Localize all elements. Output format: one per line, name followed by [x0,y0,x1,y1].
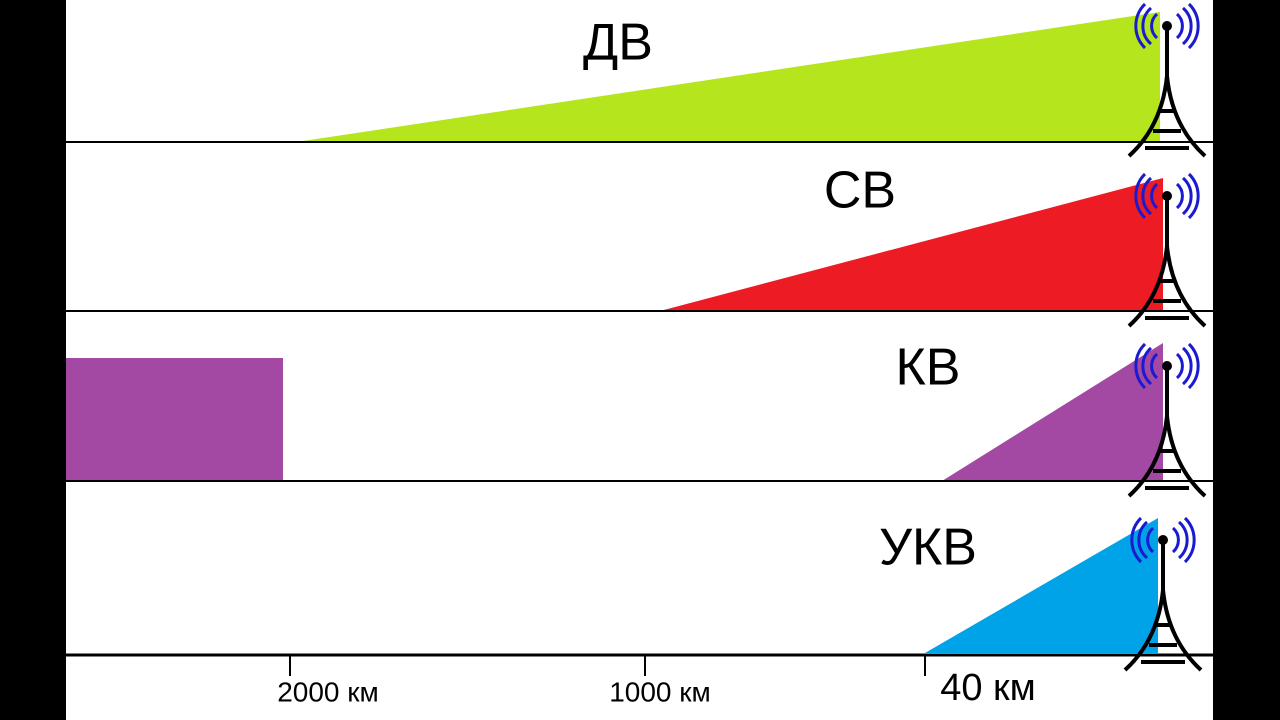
tick-label: 1000 км [609,676,711,707]
separators [66,141,1213,676]
band-label: УКВ [879,519,977,577]
mw-area [660,178,1163,311]
tick-label: 40 км [940,667,1036,709]
vhf-area [925,518,1158,653]
band-label: ДВ [583,14,653,72]
band-label: СВ [824,162,896,220]
band-label: КВ [896,339,961,397]
lw-area [303,12,1160,141]
sw-area [942,343,1163,481]
sw-skywave-area [66,358,283,481]
tick-label: 2000 км [277,676,379,707]
